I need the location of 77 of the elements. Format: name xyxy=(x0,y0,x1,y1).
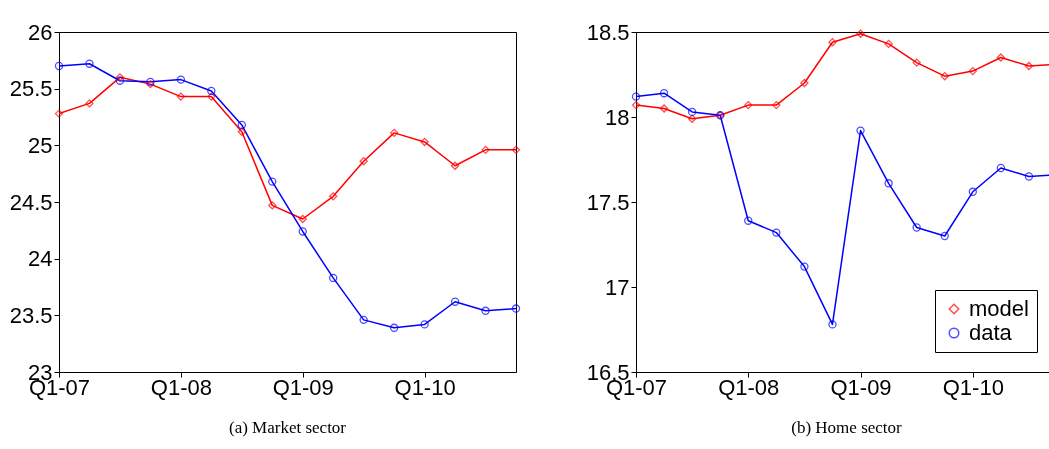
x-tick-label: Q1-10 xyxy=(942,374,1004,400)
y-tick-label: 18 xyxy=(605,104,630,130)
point xyxy=(884,39,893,49)
point xyxy=(996,53,1006,62)
y-tick-label: 26 xyxy=(28,19,53,45)
point xyxy=(968,66,977,76)
point xyxy=(115,76,125,85)
point xyxy=(659,104,669,113)
y-tick-label: 25.5 xyxy=(9,76,53,102)
point xyxy=(884,179,893,188)
y-tick-label: 25 xyxy=(28,132,53,158)
point xyxy=(800,262,809,271)
point xyxy=(940,231,949,241)
point xyxy=(54,109,64,118)
point xyxy=(389,323,399,332)
point xyxy=(268,201,277,210)
point xyxy=(631,100,641,110)
point xyxy=(687,114,697,123)
point xyxy=(298,227,307,236)
point xyxy=(176,92,186,101)
point xyxy=(659,89,669,98)
x-tick-label: Q1-10 xyxy=(394,374,456,400)
point xyxy=(940,72,949,81)
point xyxy=(828,38,837,47)
legend-label: data xyxy=(969,320,1013,345)
point xyxy=(481,145,490,155)
point xyxy=(511,304,521,313)
point xyxy=(631,92,641,101)
y-tick-label: 18.5 xyxy=(586,19,630,45)
point xyxy=(772,228,781,237)
text: (b) Home sector xyxy=(791,418,903,437)
y-tick-label: 24.5 xyxy=(9,189,53,215)
point xyxy=(772,100,781,110)
point xyxy=(912,223,921,232)
x-tick-label: Q1-09 xyxy=(830,374,892,400)
point xyxy=(800,78,809,88)
text: (a) Market sector xyxy=(228,418,347,437)
x-tick-label: Q1-08 xyxy=(150,374,212,400)
point xyxy=(420,320,429,329)
y-tick-label: 23.5 xyxy=(9,302,53,328)
point xyxy=(1024,61,1034,71)
point xyxy=(511,145,521,155)
point xyxy=(450,297,460,306)
point xyxy=(207,92,216,101)
x-tick-label: Q1-09 xyxy=(272,374,334,400)
point xyxy=(1024,172,1034,181)
point xyxy=(237,120,246,130)
point xyxy=(744,216,753,225)
point xyxy=(481,306,490,315)
point xyxy=(298,214,307,224)
point xyxy=(856,29,865,38)
point xyxy=(85,59,94,68)
y-tick-label: 24 xyxy=(28,246,53,272)
legend-label: model xyxy=(969,296,1029,321)
point xyxy=(85,99,94,108)
point xyxy=(54,61,64,71)
point xyxy=(268,177,277,186)
point xyxy=(828,320,837,329)
y-tick-label: 17 xyxy=(605,274,630,300)
point xyxy=(237,127,246,136)
point xyxy=(207,86,216,96)
x-tick-label: Q1-08 xyxy=(718,374,780,400)
point xyxy=(359,315,368,325)
point xyxy=(996,163,1006,173)
point xyxy=(687,107,697,117)
point xyxy=(450,161,460,170)
point xyxy=(176,75,186,84)
point xyxy=(359,157,368,166)
point xyxy=(912,58,921,67)
point xyxy=(329,192,338,201)
point xyxy=(389,128,399,138)
point xyxy=(968,187,977,196)
point xyxy=(420,137,429,147)
point xyxy=(329,273,338,283)
y-tick-label: 17.5 xyxy=(586,189,630,215)
point xyxy=(856,126,865,135)
point xyxy=(744,100,753,110)
